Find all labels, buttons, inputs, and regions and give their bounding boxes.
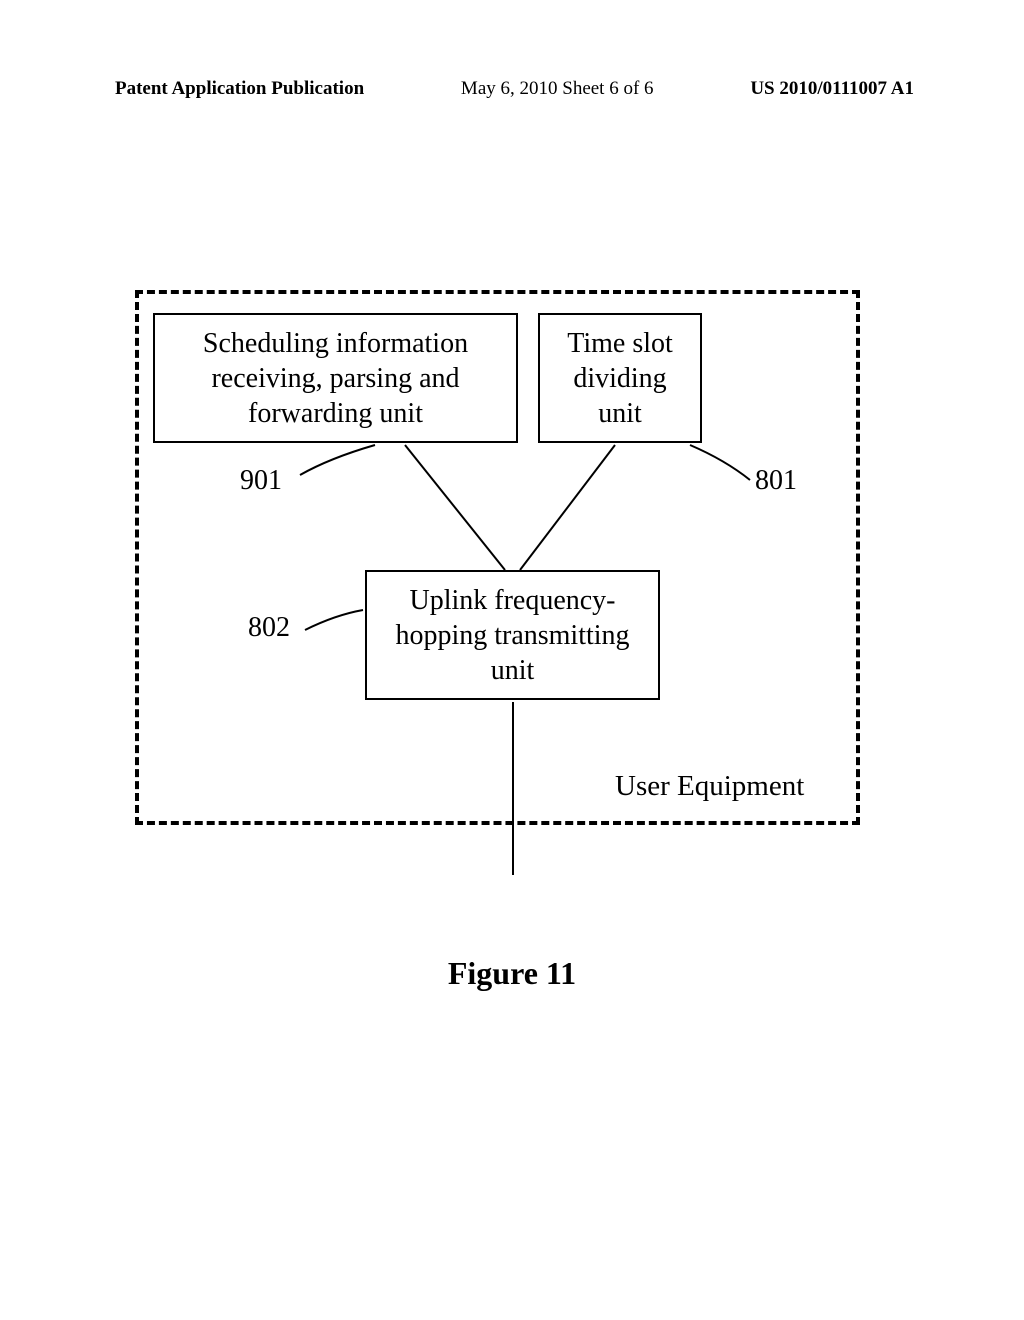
node-uplink-unit: Uplink frequency-hopping transmitting un… <box>365 570 660 700</box>
figure-caption: Figure 11 <box>0 955 1024 992</box>
ref-num-801: 801 <box>755 465 797 497</box>
node-label: Scheduling information receiving, parsin… <box>165 326 506 431</box>
diagram: Scheduling information receiving, parsin… <box>135 290 865 850</box>
node-label: Uplink frequency-hopping transmitting un… <box>377 583 648 688</box>
node-label: Time slot dividing unit <box>550 326 690 431</box>
node-scheduling-unit: Scheduling information receiving, parsin… <box>153 313 518 443</box>
header-right: US 2010/0111007 A1 <box>750 78 914 100</box>
page-header: Patent Application Publication May 6, 20… <box>0 78 1024 100</box>
header-left: Patent Application Publication <box>115 78 364 100</box>
node-timeslot-unit: Time slot dividing unit <box>538 313 702 443</box>
ref-num-901: 901 <box>240 465 282 497</box>
header-mid: May 6, 2010 Sheet 6 of 6 <box>461 78 654 100</box>
container-label: User Equipment <box>615 770 804 803</box>
ref-num-802: 802 <box>248 612 290 644</box>
